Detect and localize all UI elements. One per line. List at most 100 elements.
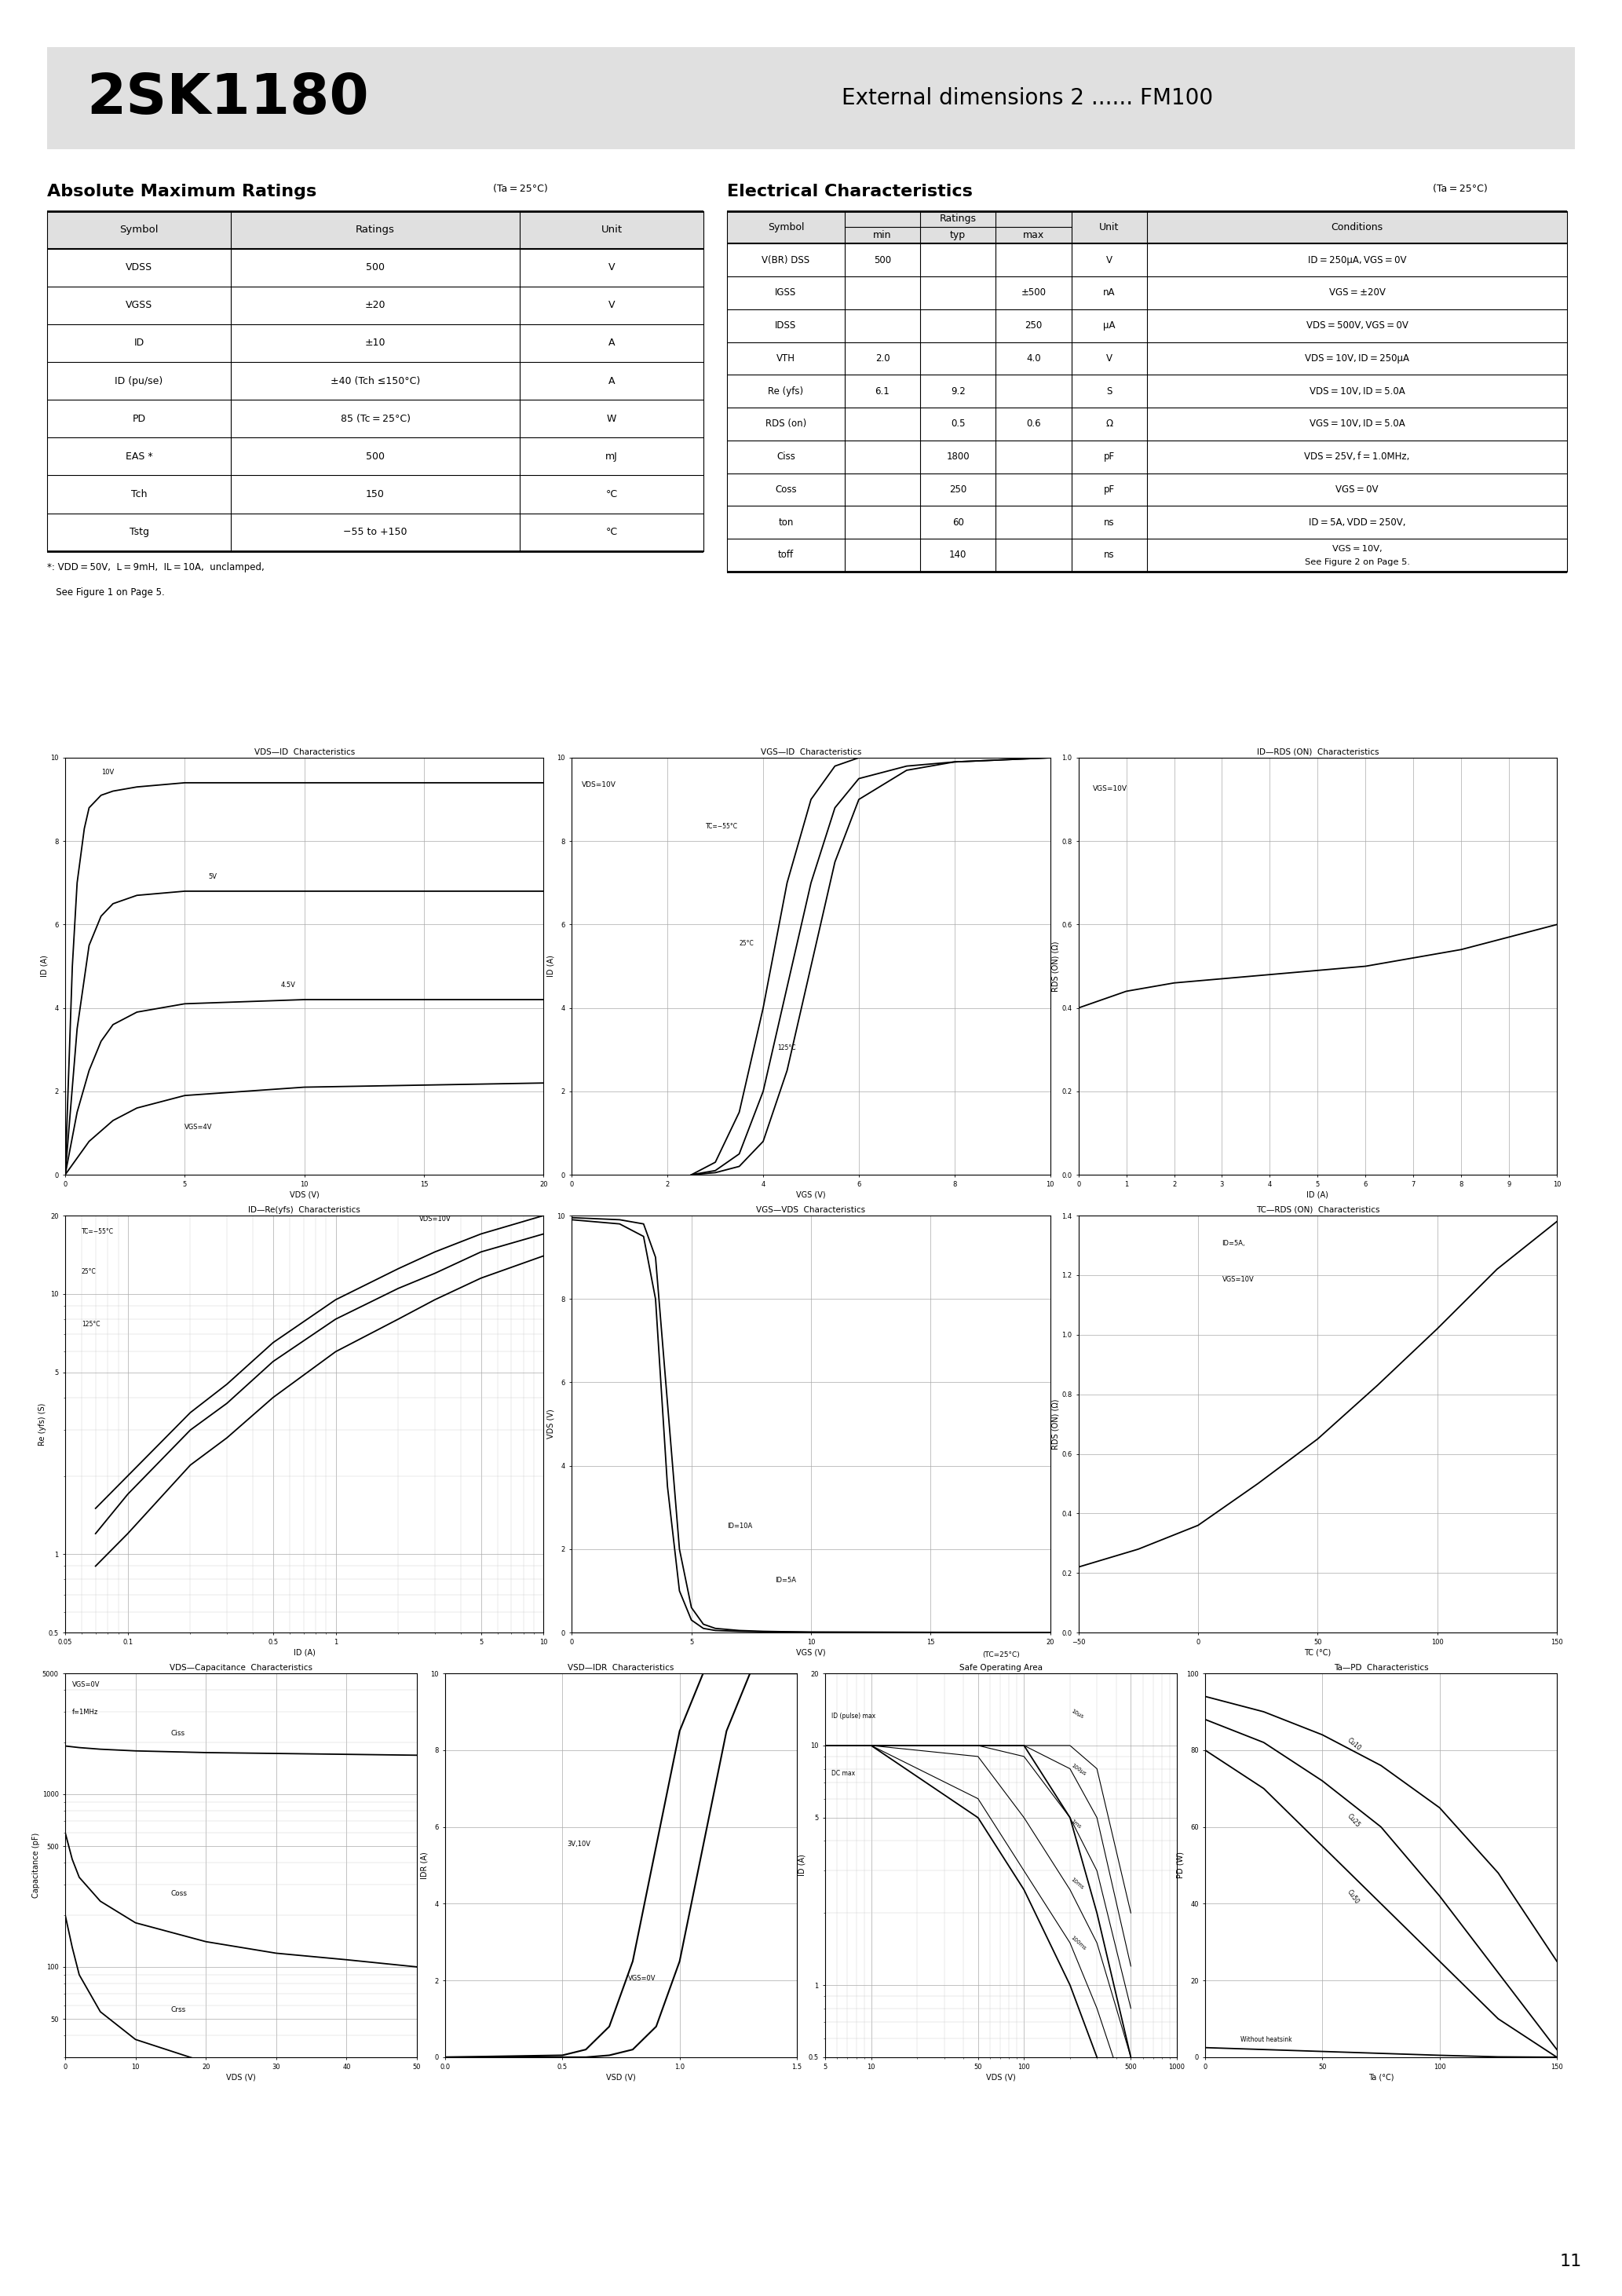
Title: VGS—VDS  Characteristics: VGS—VDS Characteristics	[756, 1205, 866, 1215]
Text: Re (yfs): Re (yfs)	[769, 386, 803, 397]
Text: 0.6: 0.6	[1027, 418, 1041, 429]
Text: VGS = 10V, ID = 5.0A: VGS = 10V, ID = 5.0A	[1309, 418, 1405, 429]
Y-axis label: ID (A): ID (A)	[798, 1855, 806, 1876]
Text: 500: 500	[367, 262, 384, 273]
Bar	[519, 211, 704, 248]
Y-axis label: ID (A): ID (A)	[547, 955, 555, 978]
Text: See Figure 1 on Page 5.: See Figure 1 on Page 5.	[47, 588, 165, 597]
Y-axis label: Re (yfs) (S): Re (yfs) (S)	[39, 1403, 45, 1446]
Text: 5V: 5V	[209, 872, 217, 879]
Text: VGS = ±20V: VGS = ±20V	[1328, 287, 1385, 298]
Text: Coss: Coss	[775, 484, 796, 494]
Text: Coss: Coss	[170, 1890, 187, 1896]
Text: Crss: Crss	[170, 2007, 187, 2014]
Text: A: A	[608, 377, 615, 386]
Bar	[845, 211, 920, 243]
Text: 250: 250	[1025, 321, 1043, 331]
X-axis label: VGS (V): VGS (V)	[796, 1649, 826, 1655]
Title: VDS—Capacitance  Characteristics: VDS—Capacitance Characteristics	[170, 1665, 313, 1671]
Text: V: V	[1106, 255, 1113, 264]
Text: TC=−55°C: TC=−55°C	[81, 1228, 114, 1235]
Text: V: V	[608, 262, 615, 273]
Text: 10V: 10V	[101, 769, 114, 776]
Bar	[47, 211, 230, 248]
Text: EAS *: EAS *	[125, 452, 152, 461]
Text: ID=5A: ID=5A	[775, 1577, 796, 1584]
Title: VSD—IDR  Characteristics: VSD—IDR Characteristics	[568, 1665, 675, 1671]
Text: ton: ton	[779, 517, 793, 528]
Text: ID=5A,: ID=5A,	[1221, 1240, 1246, 1247]
Text: 0.5: 0.5	[950, 418, 965, 429]
Text: 11: 11	[1559, 2255, 1581, 2268]
Text: 500: 500	[367, 452, 384, 461]
Bar	[1072, 211, 1147, 243]
Text: typ: typ	[950, 230, 967, 241]
Text: Conditions: Conditions	[1332, 223, 1384, 232]
Y-axis label: IDR (A): IDR (A)	[420, 1851, 428, 1878]
Y-axis label: PD (W): PD (W)	[1176, 1853, 1184, 1878]
Text: Ω: Ω	[1106, 418, 1113, 429]
Text: nA: nA	[1103, 287, 1116, 298]
Text: External dimensions 2 ...... FM100: External dimensions 2 ...... FM100	[842, 87, 1213, 110]
Bar	[727, 211, 845, 243]
Text: °C: °C	[605, 489, 618, 501]
Bar	[920, 211, 996, 243]
Text: VGSS: VGSS	[125, 301, 152, 310]
Text: V(BR) DSS: V(BR) DSS	[762, 255, 809, 264]
Text: ±500: ±500	[1022, 287, 1046, 298]
Text: 150: 150	[367, 489, 384, 501]
Text: TC=−55°C: TC=−55°C	[706, 824, 738, 831]
Text: °C: °C	[605, 528, 618, 537]
Text: VDS = 25V, f = 1.0MHz,: VDS = 25V, f = 1.0MHz,	[1304, 452, 1410, 461]
Bar	[230, 211, 519, 248]
FancyBboxPatch shape	[42, 41, 1580, 154]
Text: pF: pF	[1103, 484, 1114, 494]
Y-axis label: Capacitance (pF): Capacitance (pF)	[32, 1832, 41, 1899]
Text: Symbol: Symbol	[120, 225, 159, 234]
Text: 2.0: 2.0	[876, 354, 890, 363]
Title: ID—RDS (ON)  Characteristics: ID—RDS (ON) Characteristics	[1257, 748, 1379, 755]
Text: −55 to +150: −55 to +150	[344, 528, 407, 537]
Text: ns: ns	[1105, 517, 1114, 528]
Text: *: VDD = 50V,  L = 9mH,  IL = 10A,  unclamped,: *: VDD = 50V, L = 9mH, IL = 10A, unclamp…	[47, 563, 264, 572]
Text: 60: 60	[952, 517, 963, 528]
Title: ID—Re(yfs)  Characteristics: ID—Re(yfs) Characteristics	[248, 1205, 360, 1215]
Text: μA: μA	[1103, 321, 1116, 331]
Text: VDS = 500V, VGS = 0V: VDS = 500V, VGS = 0V	[1306, 321, 1408, 331]
Text: S: S	[1106, 386, 1113, 397]
Text: See Figure 2 on Page 5.: See Figure 2 on Page 5.	[1304, 558, 1410, 567]
Text: 500: 500	[874, 255, 890, 264]
Text: ID: ID	[133, 338, 144, 349]
Text: VDS=10V: VDS=10V	[581, 781, 616, 788]
Y-axis label: RDS (ON) (Ω): RDS (ON) (Ω)	[1051, 941, 1059, 992]
Text: VDS = 10V, ID = 5.0A: VDS = 10V, ID = 5.0A	[1309, 386, 1405, 397]
Text: ID (pulse) max: ID (pulse) max	[832, 1713, 876, 1720]
Text: ±40 (Tch ≤150°C): ±40 (Tch ≤150°C)	[331, 377, 420, 386]
X-axis label: VGS (V): VGS (V)	[796, 1192, 826, 1199]
X-axis label: VDS (V): VDS (V)	[290, 1192, 320, 1199]
Text: 6.1: 6.1	[874, 386, 890, 397]
Bar	[1147, 211, 1567, 243]
Text: VGS=0V: VGS=0V	[73, 1681, 101, 1688]
Text: VGS=0V: VGS=0V	[628, 1975, 655, 1981]
Text: Ratings: Ratings	[355, 225, 394, 234]
Text: 100μs: 100μs	[1071, 1763, 1087, 1777]
Text: f=1MHz: f=1MHz	[73, 1708, 99, 1715]
Text: V: V	[608, 301, 615, 310]
Text: ID = 250μA, VGS = 0V: ID = 250μA, VGS = 0V	[1307, 255, 1406, 264]
Text: 25°C: 25°C	[740, 939, 754, 946]
Text: toff: toff	[779, 551, 793, 560]
Text: (Ta = 25°C): (Ta = 25°C)	[1432, 184, 1487, 193]
Text: Cu50: Cu50	[1346, 1887, 1361, 1906]
Text: Tch: Tch	[131, 489, 148, 501]
Y-axis label: ID (A): ID (A)	[41, 955, 49, 978]
Text: (Ta = 25°C): (Ta = 25°C)	[493, 184, 548, 193]
Text: VGS = 10V,: VGS = 10V,	[1332, 544, 1382, 553]
Text: mJ: mJ	[605, 452, 618, 461]
Text: pF: pF	[1103, 452, 1114, 461]
X-axis label: VDS (V): VDS (V)	[225, 2073, 256, 2080]
Text: 4.5V: 4.5V	[281, 983, 295, 990]
X-axis label: ID (A): ID (A)	[294, 1649, 315, 1655]
Text: 10ms: 10ms	[1071, 1878, 1085, 1890]
Text: IDSS: IDSS	[775, 321, 796, 331]
